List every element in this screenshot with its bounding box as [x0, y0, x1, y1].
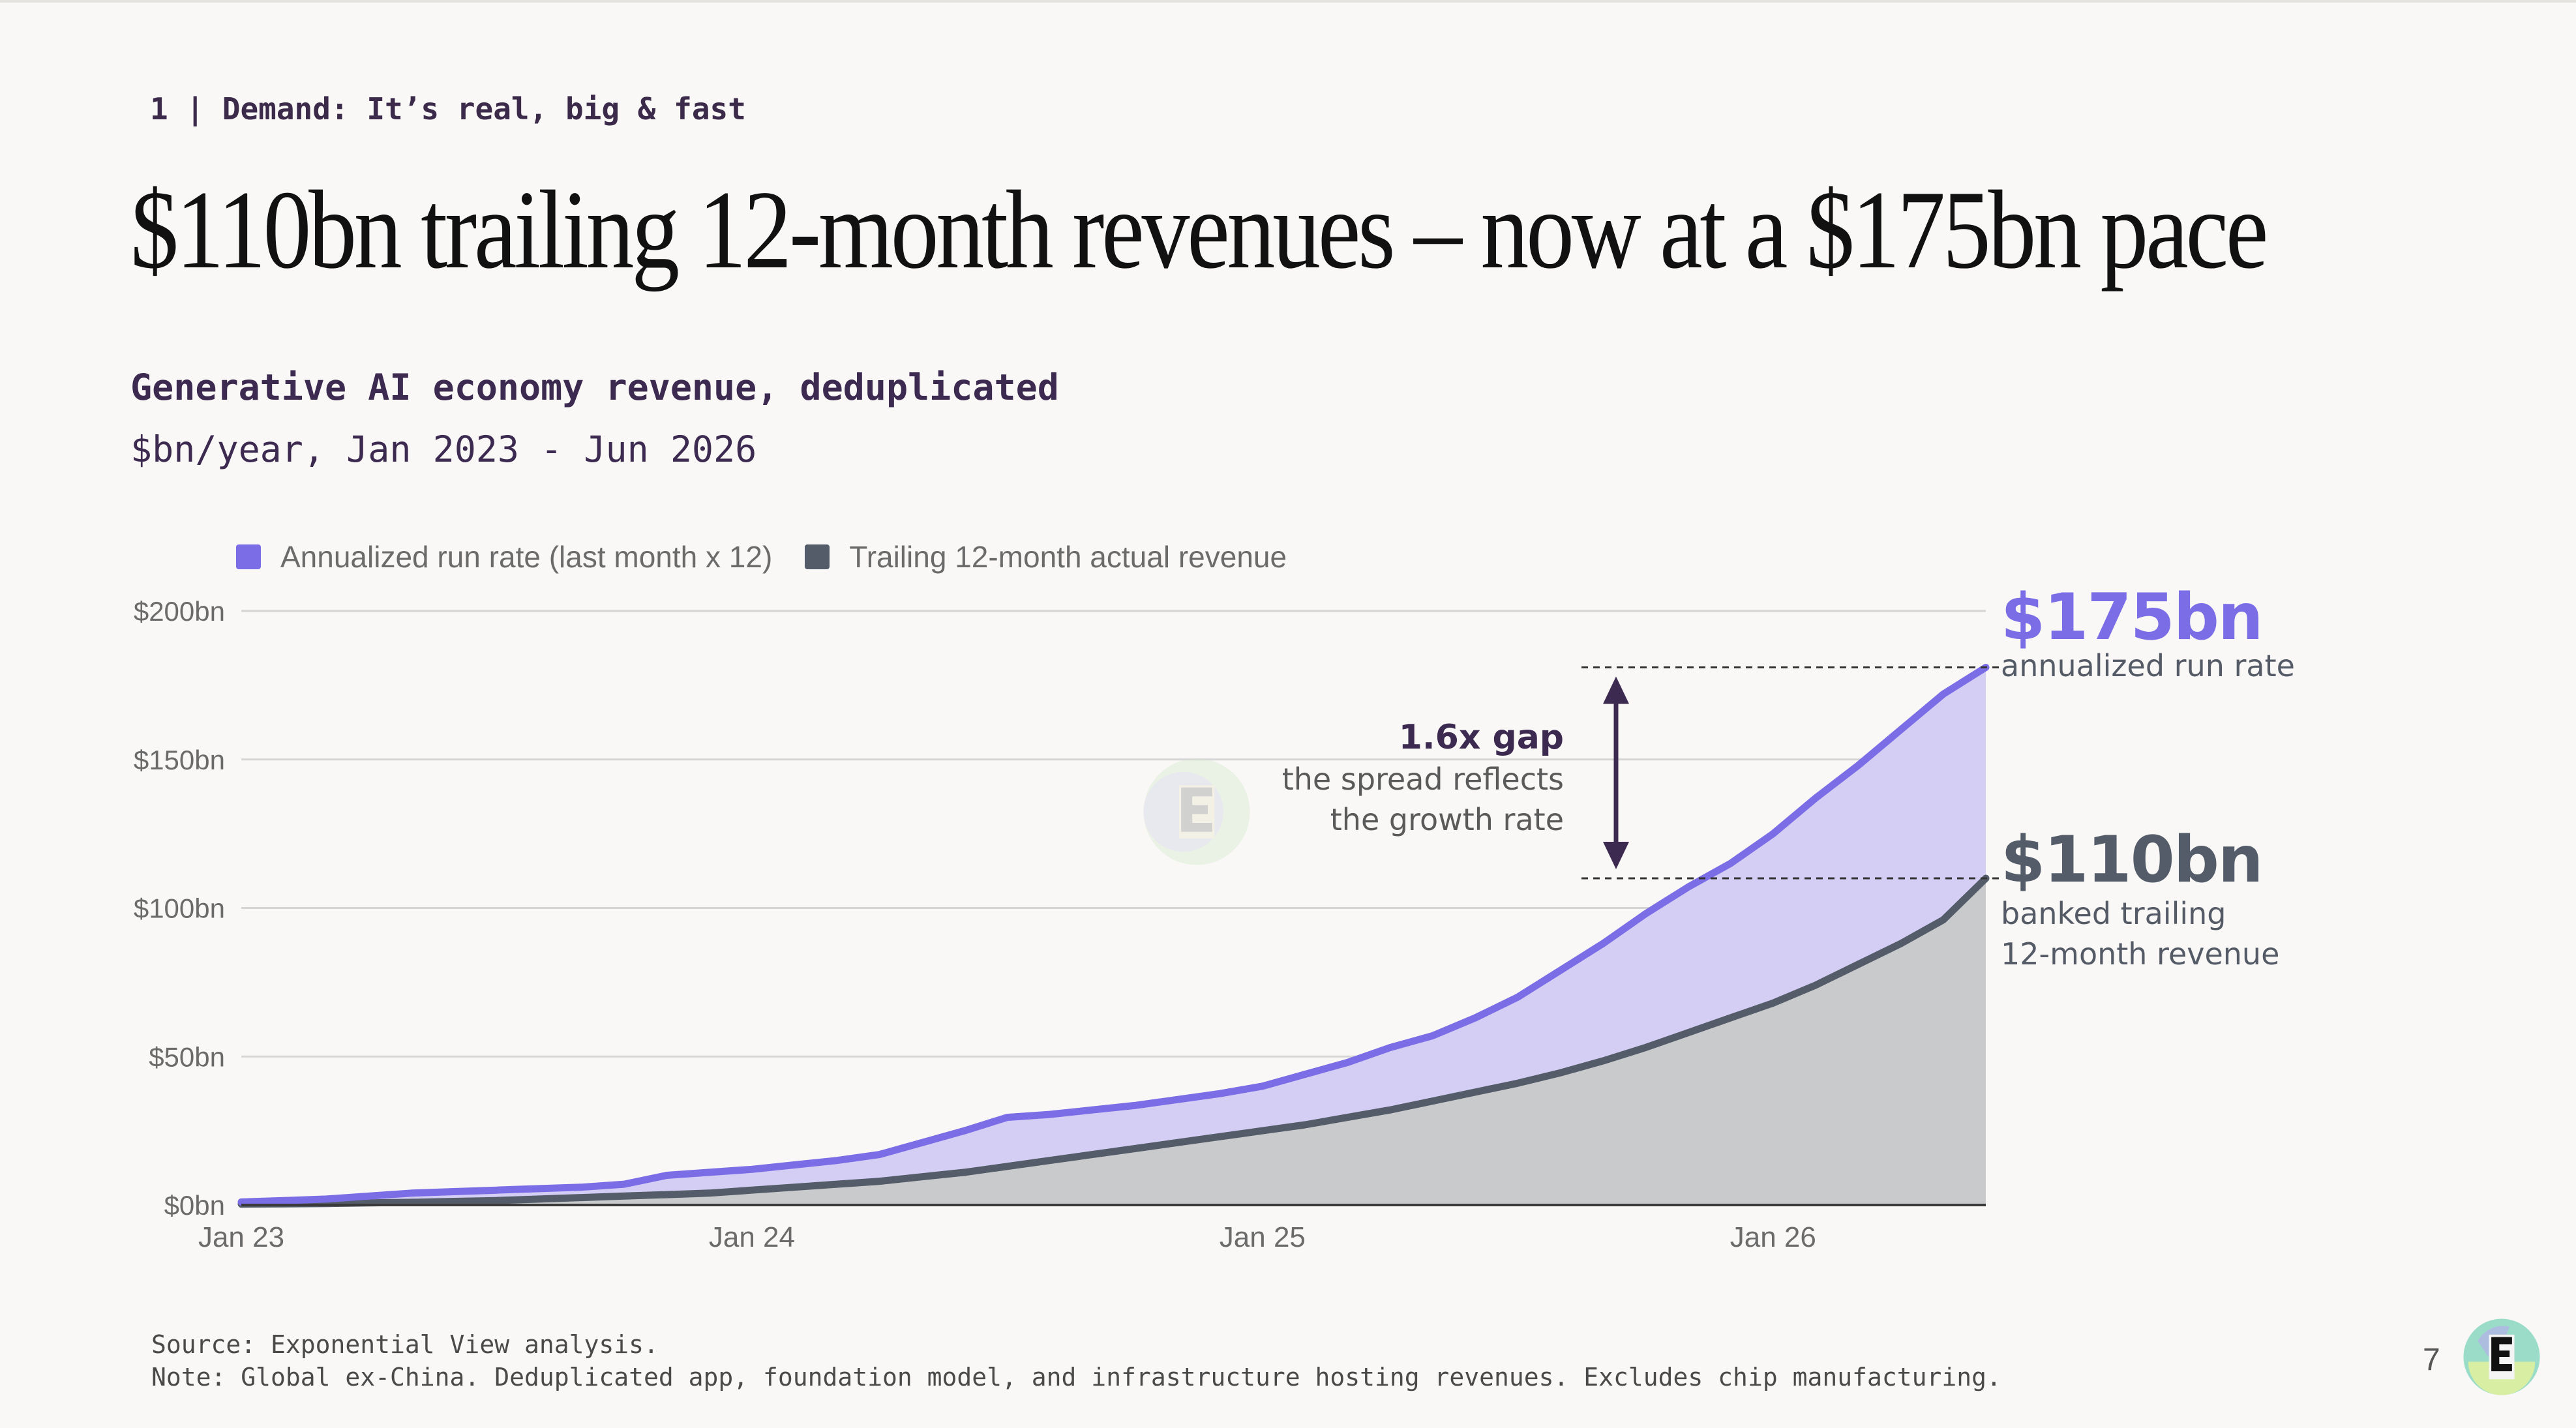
run-rate-callout: $175bn annualized run rate — [2001, 580, 2295, 686]
legend-item-run-rate: Annualized run rate (last month x 12) — [236, 539, 772, 574]
gap-arrow-head-up — [1603, 676, 1629, 704]
footnote-source: Source: Exponential View analysis. — [151, 1330, 659, 1359]
gap-annotation-title: 1.6x gap — [1398, 718, 1564, 757]
chart-title: Generative AI economy revenue, deduplica… — [130, 366, 1059, 408]
run-rate-callout-value: $175bn — [2001, 580, 2264, 655]
y-tick-label: $50bn — [149, 1041, 225, 1072]
trailing-callout-label-2: 12-month revenue — [2001, 936, 2280, 972]
watermark-logo-icon — [1143, 758, 1250, 865]
area-layer — [241, 667, 1986, 1205]
gap-annotation: 1.6x gap the spread reflects the growth … — [1282, 716, 1564, 840]
section-label: 1 | Demand: It’s real, big & fast — [150, 91, 746, 126]
exponential-view-logo-icon — [2463, 1318, 2540, 1395]
footnote-note: Note: Global ex-China. Deduplicated app,… — [151, 1363, 2001, 1391]
x-tick-label: Jan 23 — [198, 1221, 284, 1253]
y-tick-label: $200bn — [134, 596, 225, 627]
x-tick-label: Jan 25 — [1220, 1221, 1306, 1253]
page-number: 7 — [2423, 1343, 2440, 1377]
x-tick-label: Jan 26 — [1730, 1221, 1816, 1253]
chart-subtitle: $bn/year, Jan 2023 - Jun 2026 — [130, 428, 757, 470]
gap-annotation-line-2: the growth rate — [1330, 802, 1564, 837]
run-rate-callout-label: annualized run rate — [2001, 648, 2295, 683]
page-title: $110bn trailing 12-month revenues – now … — [130, 168, 2268, 292]
line-layer — [237, 664, 1990, 1208]
trailing-area — [241, 878, 1986, 1205]
legend-label-run-rate: Annualized run rate (last month x 12) — [280, 540, 773, 574]
footnote: Source: Exponential View analysis. Note:… — [151, 1328, 2001, 1393]
top-rule — [0, 0, 2576, 3]
gap-annotation-line-1: the spread reflects — [1281, 762, 1564, 797]
legend-swatch-run-rate — [236, 544, 261, 569]
x-tick-label: Jan 24 — [709, 1221, 795, 1253]
chart-legend: Annualized run rate (last month x 12) Tr… — [236, 539, 1319, 574]
y-tick-label: $100bn — [134, 893, 225, 924]
y-tick-label: $0bn — [164, 1190, 225, 1221]
trailing-callout-label-1: banked trailing — [2001, 896, 2226, 931]
legend-label-trailing: Trailing 12-month actual revenue — [849, 540, 1287, 574]
legend-item-trailing: Trailing 12-month actual revenue — [805, 539, 1287, 574]
gap-arrow-head-down — [1603, 841, 1629, 869]
trailing-callout: $110bn banked trailing 12-month revenue — [2001, 823, 2279, 974]
run-rate-area — [241, 667, 1986, 1205]
trailing-callout-value: $110bn — [2001, 823, 2264, 897]
run-rate-line — [237, 664, 1990, 1206]
trailing-line — [237, 874, 1990, 1208]
legend-swatch-trailing — [805, 544, 830, 569]
annotation-layer — [1581, 666, 2002, 880]
y-tick-label: $150bn — [134, 745, 225, 775]
